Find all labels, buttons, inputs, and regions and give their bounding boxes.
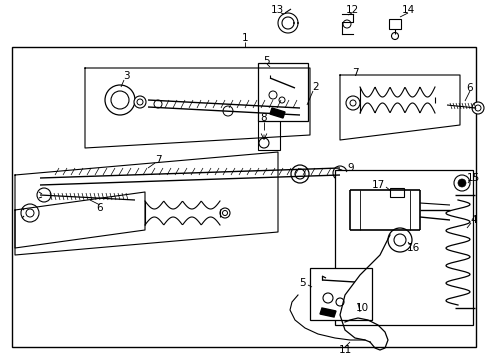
Text: 16: 16	[406, 243, 419, 253]
Text: 1: 1	[241, 33, 248, 43]
Circle shape	[387, 228, 411, 252]
Circle shape	[137, 99, 142, 105]
Circle shape	[223, 106, 232, 116]
Circle shape	[391, 32, 398, 40]
Circle shape	[346, 96, 359, 110]
Circle shape	[471, 102, 483, 114]
Polygon shape	[269, 108, 285, 118]
Circle shape	[259, 138, 268, 148]
Bar	[388, 19, 400, 29]
Text: 12: 12	[345, 5, 358, 15]
Circle shape	[268, 91, 276, 99]
Circle shape	[37, 188, 51, 202]
Circle shape	[393, 234, 405, 246]
Text: 13: 13	[270, 5, 283, 15]
Circle shape	[290, 165, 308, 183]
Circle shape	[332, 166, 346, 180]
Bar	[258, 63, 307, 121]
Circle shape	[154, 100, 162, 108]
Bar	[12, 47, 475, 347]
Text: 14: 14	[401, 5, 414, 15]
Text: 7: 7	[154, 155, 161, 165]
Text: 11: 11	[338, 345, 351, 355]
Circle shape	[26, 209, 34, 217]
Text: 3: 3	[122, 71, 129, 81]
Circle shape	[111, 91, 129, 109]
Text: 9: 9	[347, 163, 354, 173]
Text: 6: 6	[466, 83, 472, 93]
Circle shape	[335, 298, 343, 306]
Circle shape	[453, 175, 469, 191]
Circle shape	[474, 105, 480, 111]
Circle shape	[220, 208, 229, 218]
Text: 8: 8	[260, 113, 267, 123]
Circle shape	[457, 179, 465, 187]
Circle shape	[105, 85, 135, 115]
Text: 17: 17	[370, 180, 384, 190]
Text: 4: 4	[470, 215, 476, 225]
Bar	[258, 120, 280, 150]
Circle shape	[349, 100, 355, 106]
Text: 2: 2	[312, 82, 319, 92]
Circle shape	[342, 20, 350, 28]
Text: 5: 5	[263, 56, 270, 66]
Circle shape	[323, 293, 332, 303]
Bar	[334, 170, 472, 325]
Circle shape	[21, 204, 39, 222]
Circle shape	[134, 96, 146, 108]
Text: 15: 15	[466, 173, 479, 183]
Circle shape	[336, 170, 343, 176]
Text: 5: 5	[299, 278, 305, 288]
Bar	[389, 188, 403, 197]
Polygon shape	[319, 308, 335, 317]
Circle shape	[294, 169, 305, 179]
Text: 10: 10	[355, 303, 368, 313]
Circle shape	[222, 211, 227, 216]
Bar	[309, 268, 371, 320]
Text: 7: 7	[351, 68, 358, 78]
Circle shape	[279, 97, 285, 103]
Text: 6: 6	[97, 203, 103, 213]
